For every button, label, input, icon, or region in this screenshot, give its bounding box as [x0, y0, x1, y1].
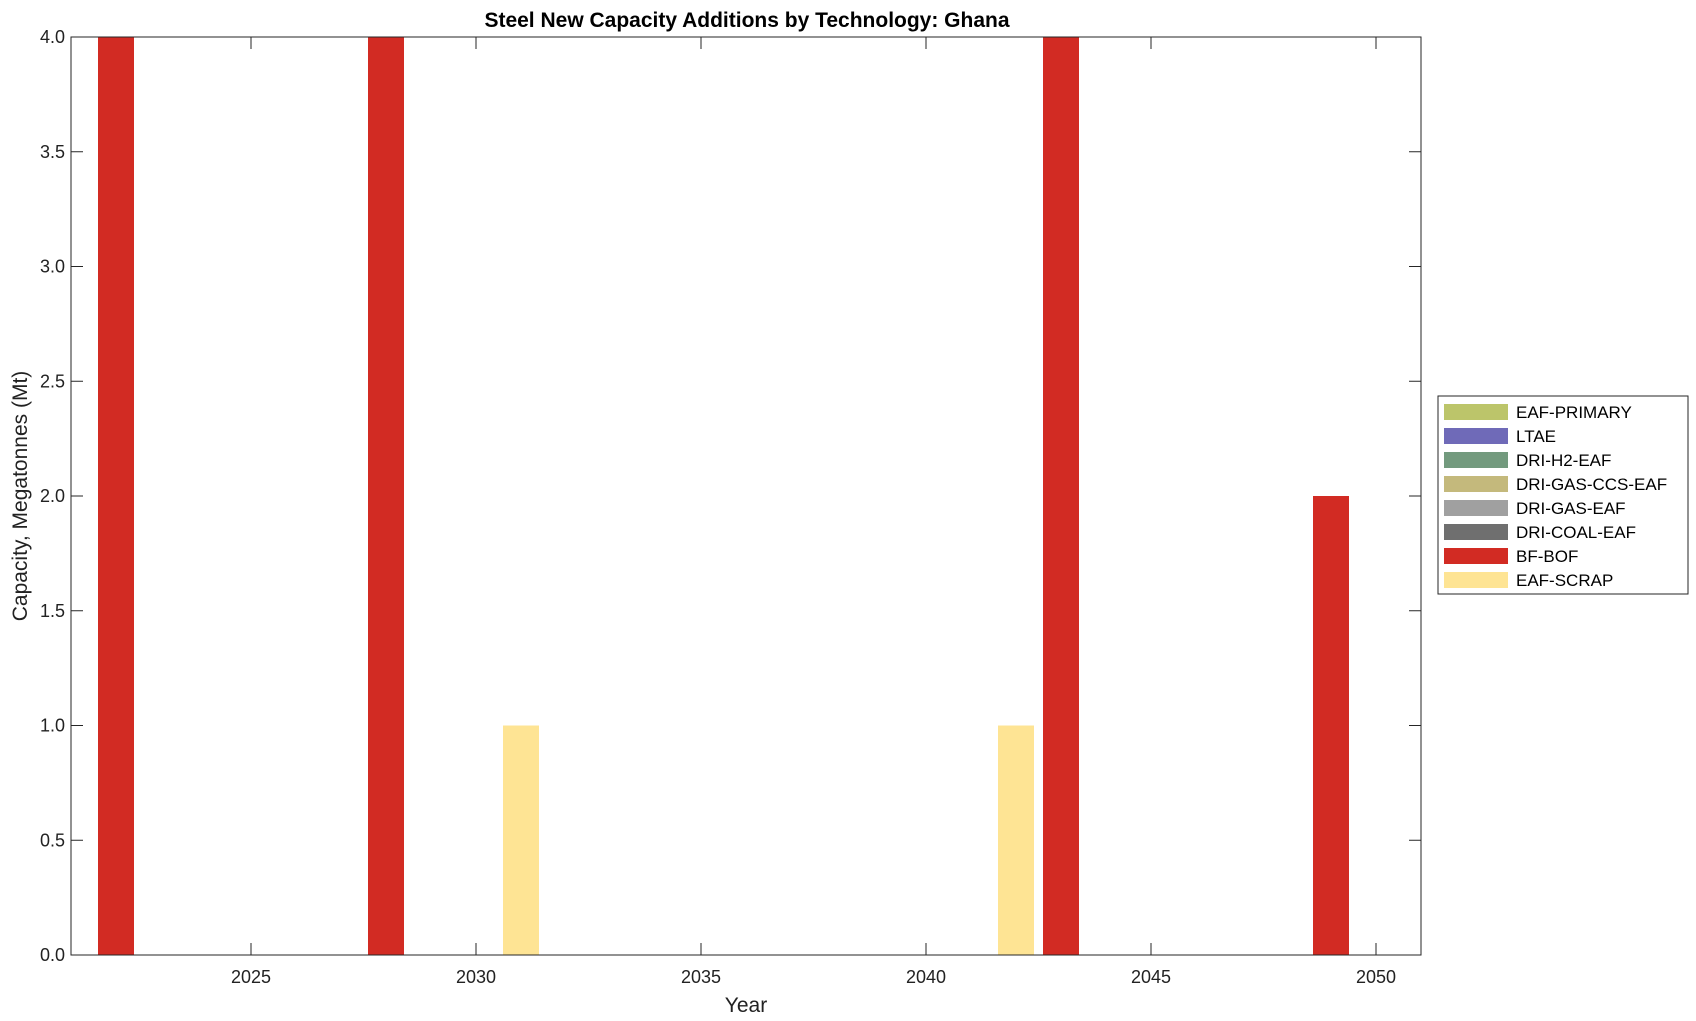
y-tick-label: 3.5: [40, 142, 65, 162]
bars-layer: [98, 37, 1349, 955]
x-tick-label: 2025: [231, 967, 271, 987]
y-tick-label: 2.5: [40, 371, 65, 391]
bar-bf-bof-2022: [98, 37, 134, 955]
chart-title: Steel New Capacity Additions by Technolo…: [484, 9, 1009, 32]
bar-eaf-scrap-2042: [998, 725, 1034, 955]
y-axis-label: Capacity, Megatonnes (Mt): [9, 371, 32, 622]
legend-label-eaf-primary: EAF-PRIMARY: [1516, 403, 1632, 422]
legend-swatch-bf-bof: [1444, 548, 1508, 564]
y-axis: 0.0 0.5 1.0 1.5 2.0 2.5 3.0 3.5 4.0: [40, 27, 1421, 965]
legend-label-bf-bof: BF-BOF: [1516, 547, 1578, 566]
legend-label-ltae: LTAE: [1516, 427, 1556, 446]
legend-swatch-dri-coal-eaf: [1444, 524, 1508, 540]
bar-bf-bof-2049: [1313, 496, 1349, 955]
x-tick-label: 2030: [456, 967, 496, 987]
x-tick-label: 2045: [1131, 967, 1171, 987]
legend-label-dri-gas-eaf: DRI-GAS-EAF: [1516, 499, 1626, 518]
x-axis-label: Year: [725, 994, 767, 1017]
y-tick-label: 4.0: [40, 27, 65, 47]
y-tick-label: 0.5: [40, 830, 65, 850]
legend-swatch-eaf-scrap: [1444, 572, 1508, 588]
legend-swatch-eaf-primary: [1444, 404, 1508, 420]
y-tick-label: 0.0: [40, 945, 65, 965]
bar-bf-bof-2043: [1043, 37, 1079, 955]
plot-area-frame: [70, 36, 1422, 956]
x-tick-label: 2035: [681, 967, 721, 987]
bar-bf-bof-2028: [368, 37, 404, 955]
x-axis: 2025 2030 2035 2040 2045 2050: [231, 37, 1396, 987]
legend-swatch-dri-gas-eaf: [1444, 500, 1508, 516]
bar-eaf-scrap-2031: [503, 725, 539, 955]
y-tick-label: 2.0: [40, 486, 65, 506]
legend-swatch-dri-gas-ccs-eaf: [1444, 476, 1508, 492]
legend: EAF-PRIMARY LTAE DRI-H2-EAF DRI-GAS-CCS-EAF…: [1437, 395, 1689, 595]
y-tick-label: 1.0: [40, 716, 65, 736]
legend-label-eaf-scrap: EAF-SCRAP: [1516, 571, 1613, 590]
x-tick-label: 2040: [906, 967, 946, 987]
legend-label-dri-gas-ccs-eaf: DRI-GAS-CCS-EAF: [1516, 475, 1667, 494]
legend-label-dri-coal-eaf: DRI-COAL-EAF: [1516, 523, 1636, 542]
x-tick-label: 2050: [1356, 967, 1396, 987]
y-tick-label: 3.0: [40, 257, 65, 277]
legend-label-dri-h2-eaf: DRI-H2-EAF: [1516, 451, 1611, 470]
legend-swatch-ltae: [1444, 428, 1508, 444]
y-tick-label: 1.5: [40, 601, 65, 621]
legend-swatch-dri-h2-eaf: [1444, 452, 1508, 468]
